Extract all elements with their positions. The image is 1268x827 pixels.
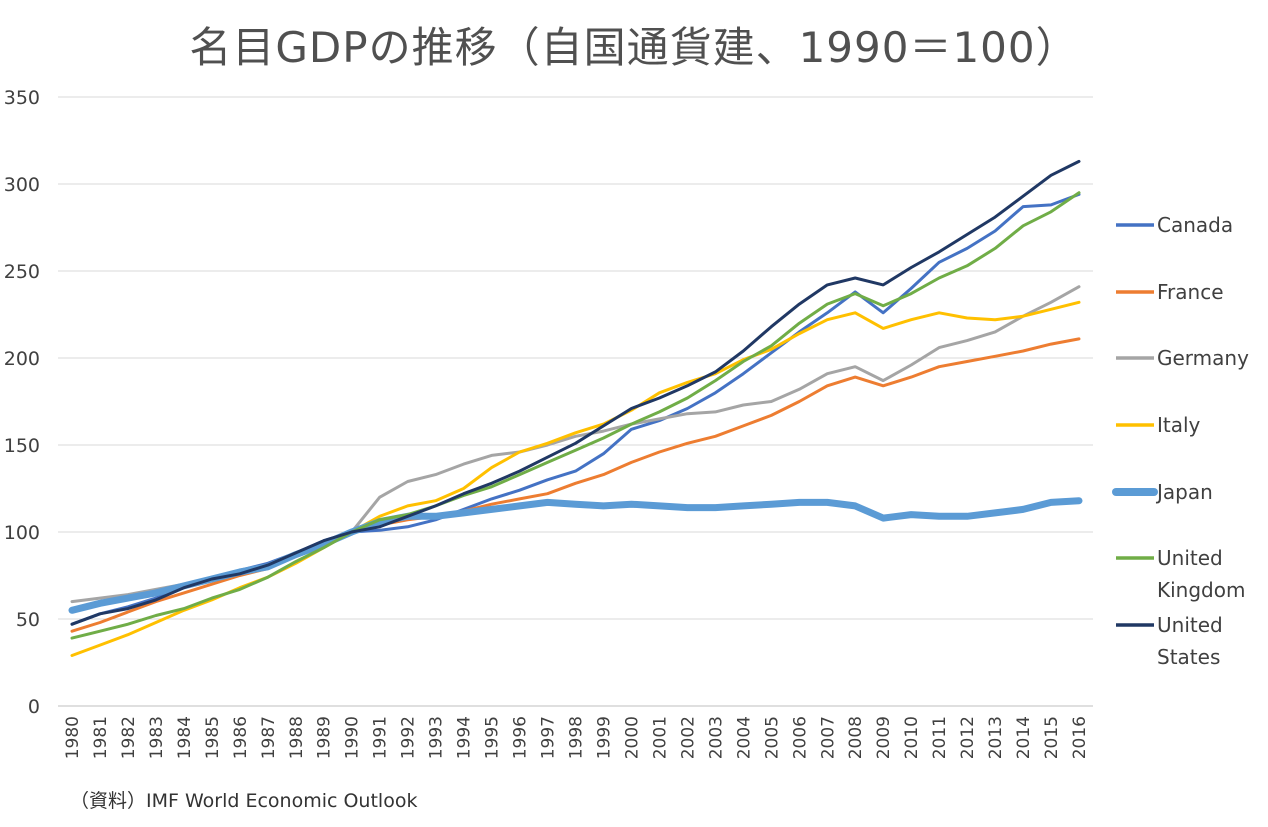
source-note: （資料）IMF World Economic Outlook	[70, 790, 418, 812]
x-tick-label: 1994	[455, 716, 475, 759]
y-tick-label: 300	[4, 174, 40, 196]
x-tick-label: 2008	[846, 716, 866, 759]
x-tick-label: 2009	[874, 716, 894, 759]
x-tick-label: 1982	[119, 716, 139, 759]
x-tick-label: 1991	[371, 716, 391, 759]
x-tick-label: 1995	[483, 716, 503, 759]
x-tick-label: 2000	[622, 716, 642, 759]
y-tick-label: 250	[4, 261, 40, 283]
series-line-united-states	[70, 159, 1081, 626]
x-tick-label: 1981	[91, 716, 111, 759]
x-tick-label: 1989	[315, 716, 335, 759]
series-line-japan	[68, 497, 1083, 614]
series-lines	[68, 159, 1083, 657]
x-tick-label: 1990	[343, 716, 363, 759]
x-tick-label: 1980	[63, 716, 83, 759]
x-tick-label: 2015	[1042, 716, 1062, 759]
series-line-france	[70, 337, 1081, 633]
x-tick-label: 2001	[650, 716, 670, 759]
y-tick-label: 150	[4, 435, 40, 457]
x-tick-label: 1987	[259, 716, 279, 759]
x-tick-label: 1988	[287, 716, 307, 759]
x-tick-label: 2013	[986, 716, 1006, 759]
x-tick-label: 1993	[427, 716, 447, 759]
x-tick-label: 2010	[902, 716, 922, 759]
y-tick-label: 50	[16, 609, 40, 631]
series-line-italy	[70, 300, 1081, 657]
axes: 0 50 100 150 200 250 300 350 1980 1981 1982 1983 198…	[4, 87, 1090, 759]
chart-title: 名目GDPの推移（自国通貨建、1990＝100）	[189, 23, 1079, 72]
x-tick-label: 1986	[231, 716, 251, 759]
legend-label: Canada	[1157, 213, 1233, 237]
y-tick-label: 0	[28, 696, 40, 718]
legend-label: France	[1157, 280, 1224, 304]
legend-label: Italy	[1157, 413, 1201, 437]
x-tick-label: 2014	[1014, 716, 1034, 759]
x-tick-label: 2012	[958, 716, 978, 759]
legend-label: United	[1157, 613, 1223, 637]
x-tick-label: 1984	[175, 716, 195, 759]
x-tick-label: 2002	[678, 716, 698, 759]
x-tick-label: 2016	[1070, 716, 1090, 759]
x-tick-label: 1997	[539, 716, 559, 759]
x-tick-label: 1999	[594, 716, 614, 759]
y-tick-label: 100	[4, 522, 40, 544]
x-tick-label: 1998	[567, 716, 587, 759]
legend-label: Japan	[1155, 480, 1213, 504]
x-tick-label: 2003	[706, 716, 726, 759]
legend-label: States	[1157, 645, 1220, 669]
series-line-united-kingdom	[70, 191, 1081, 640]
x-tick-label: 2006	[790, 716, 810, 759]
x-tick-label: 2011	[930, 716, 950, 759]
x-tick-label: 2005	[762, 716, 782, 759]
x-tick-label: 1985	[203, 716, 223, 759]
legend-label: United	[1157, 546, 1223, 570]
legend: Canada France Germany Italy Japan United Kingd…	[1112, 213, 1249, 669]
gridlines	[58, 96, 1093, 707]
x-tick-label: 2007	[818, 716, 838, 759]
y-tick-label: 350	[4, 87, 40, 109]
x-tick-label: 1992	[399, 716, 419, 759]
x-tick-label: 2004	[734, 716, 754, 759]
legend-label: Germany	[1157, 346, 1249, 370]
x-tick-label: 1996	[511, 716, 531, 759]
legend-label: Kingdom	[1157, 578, 1245, 602]
x-tick-label: 1983	[147, 716, 167, 759]
y-tick-label: 200	[4, 348, 40, 370]
